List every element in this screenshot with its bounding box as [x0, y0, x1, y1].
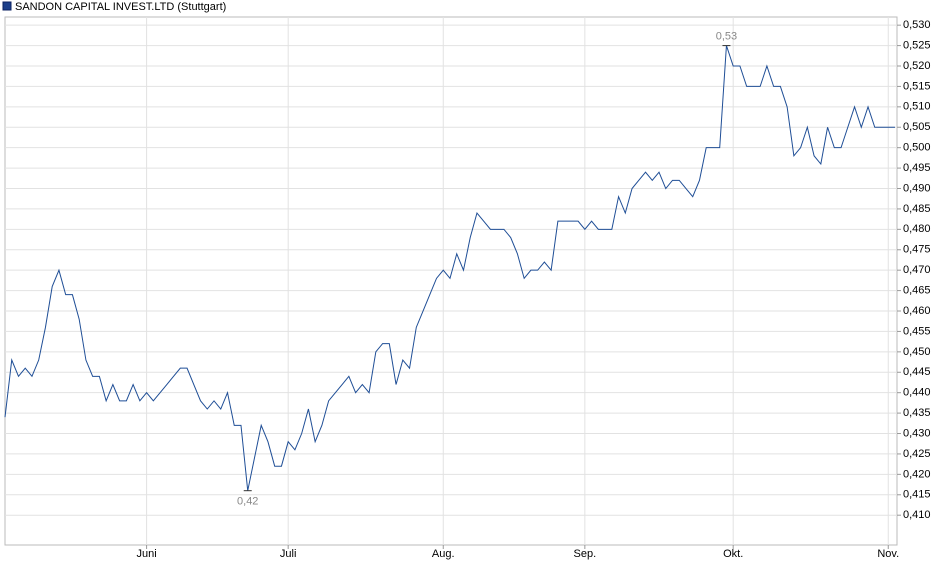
y-tick-label: 0,495: [903, 162, 931, 174]
y-tick-label: 0,420: [903, 468, 931, 480]
price-line: [4, 45, 895, 491]
y-tick-label: 0,430: [903, 427, 931, 439]
annotation: 0,42: [237, 496, 258, 508]
y-tick-label: 0,415: [903, 489, 931, 501]
y-tick-label: 0,435: [903, 407, 931, 419]
y-tick-label: 0,505: [903, 121, 931, 133]
x-tick-label: Nov.: [877, 548, 899, 560]
y-tick-label: 0,475: [903, 244, 931, 256]
y-tick-label: 0,445: [903, 366, 931, 378]
y-tick-label: 0,470: [903, 264, 931, 276]
y-tick-label: 0,480: [903, 223, 931, 235]
y-tick-label: 0,500: [903, 142, 931, 154]
plot-frame: [4, 16, 898, 546]
y-tick-label: 0,465: [903, 285, 931, 297]
y-tick-label: 0,455: [903, 325, 931, 337]
x-tick-label: Aug.: [432, 548, 455, 560]
y-tick-label: 0,530: [903, 19, 931, 31]
y-tick-label: 0,460: [903, 305, 931, 317]
x-tick-label: Okt.: [723, 548, 743, 560]
y-tick-label: 0,525: [903, 39, 931, 51]
y-tick-label: 0,510: [903, 101, 931, 113]
y-tick-label: 0,410: [903, 509, 931, 521]
annotation: 0,53: [716, 30, 737, 42]
legend-label: SANDON CAPITAL INVEST.LTD (Stuttgart): [15, 1, 226, 13]
legend-swatch: [2, 1, 12, 11]
y-tick-label: 0,520: [903, 60, 931, 72]
y-tick-label: 0,450: [903, 346, 931, 358]
y-tick-label: 0,440: [903, 387, 931, 399]
x-tick-label: Sep.: [574, 548, 597, 560]
x-tick-label: Juni: [136, 548, 156, 560]
y-tick-label: 0,515: [903, 80, 931, 92]
y-tick-label: 0,490: [903, 182, 931, 194]
y-tick-label: 0,425: [903, 448, 931, 460]
x-tick-label: Juli: [280, 548, 297, 560]
y-tick-label: 0,485: [903, 203, 931, 215]
